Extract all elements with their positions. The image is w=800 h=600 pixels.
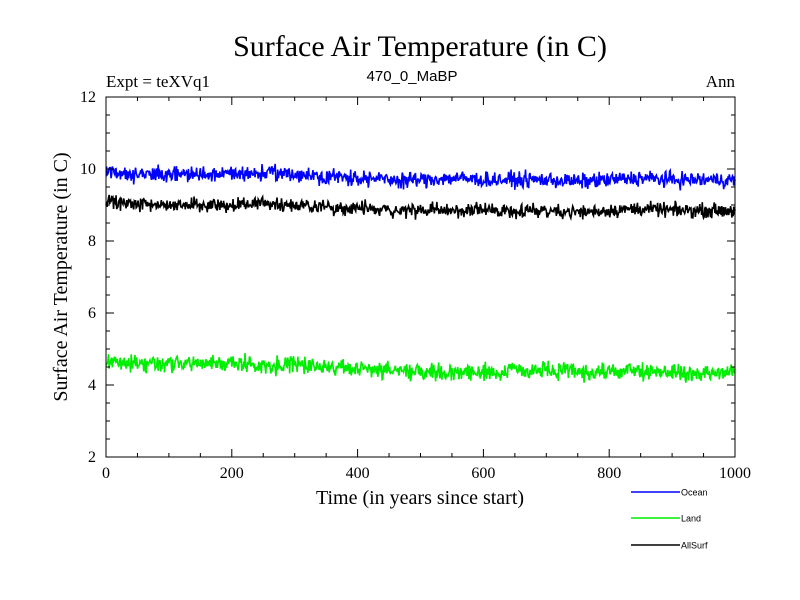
- x-tick-label: 0: [102, 465, 110, 482]
- legend-label-land: Land: [681, 514, 701, 524]
- y-tick-label: 10: [80, 161, 96, 178]
- x-tick-label: 800: [597, 465, 621, 482]
- y-axis-label: Surface Air Temperature (in C): [50, 152, 72, 401]
- period-label: 470_0_MaBP: [367, 68, 458, 85]
- x-axis-label: Time (in years since start): [316, 487, 524, 509]
- plot-frame: [105, 96, 736, 458]
- y-tick-label: 4: [88, 377, 96, 394]
- legend-label-ocean: Ocean: [681, 488, 708, 498]
- x-axis: 0 200 400 600 800 1000: [102, 97, 751, 482]
- x-tick-label: 600: [471, 465, 495, 482]
- series-line-allsurf: [105, 194, 736, 221]
- legend: Ocean Land AllSurf: [631, 488, 708, 551]
- legend-label-allsurf: AllSurf: [681, 541, 708, 551]
- y-tick-label: 2: [88, 449, 96, 466]
- y-tick-label: 6: [88, 305, 96, 322]
- x-tick-label: 1000: [719, 465, 751, 482]
- series-line-ocean: [105, 163, 736, 191]
- y-tick-label: 12: [80, 89, 96, 106]
- y-tick-label: 8: [88, 233, 96, 250]
- chart-title: Surface Air Temperature (in C): [233, 30, 607, 63]
- season-label: Ann: [706, 72, 736, 91]
- x-tick-label: 200: [220, 465, 244, 482]
- plot-area: [105, 163, 736, 383]
- y-axis: 2 4 6 8 10 12: [80, 89, 735, 466]
- x-tick-label: 400: [346, 465, 370, 482]
- experiment-label: Expt = teXVq1: [106, 72, 210, 91]
- series-line-land: [105, 352, 736, 383]
